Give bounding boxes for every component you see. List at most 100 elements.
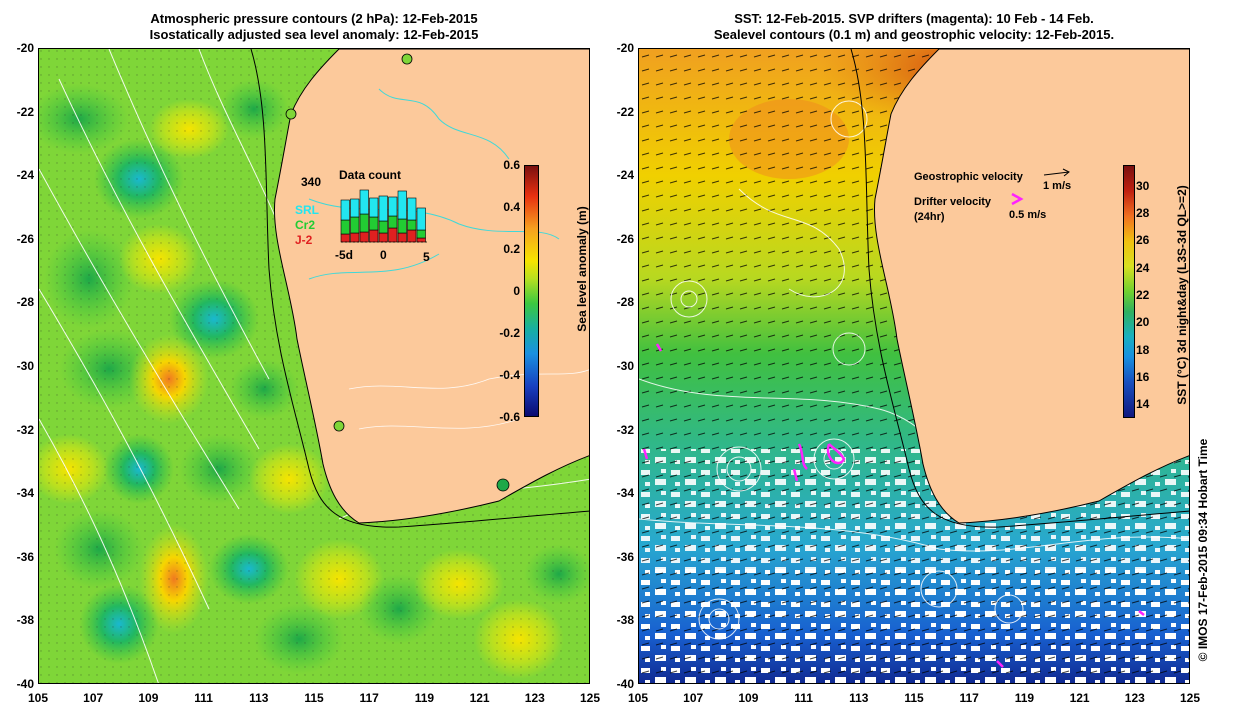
- sla-colorbar-label: Sea level anomaly (m): [575, 206, 589, 332]
- dc-bar-1-Cr2: [350, 216, 360, 234]
- sst-map[interactable]: Geostrophic velocity 1 m/s Drifter veloc…: [638, 48, 1190, 684]
- sealevel-contours: [639, 100, 1189, 640]
- right-lon-tick-9: 123: [1124, 691, 1145, 705]
- sea-level-anomaly-svg: 340 Data count SRL Cr2 J-2 -5d 0 5: [39, 49, 589, 683]
- data-count-inset: 340 Data count SRL Cr2 J-2 -5d 0 5: [295, 168, 430, 264]
- sst-cb-tick-3: 24: [1136, 260, 1150, 275]
- left-lat-tick-4: -28: [16, 295, 34, 310]
- dc-bar-5-Cr2: [388, 215, 398, 229]
- left-lon-tick-3: 111: [194, 691, 213, 705]
- sla-cb-tick-5: -0.4: [499, 368, 520, 382]
- right-lon-tick-5: 115: [904, 691, 924, 705]
- legend-srl: SRL: [295, 203, 319, 217]
- left-lat-tick-7: -34: [16, 486, 34, 501]
- right-lon-tick-1: 107: [683, 691, 704, 705]
- drifter-scale: 0.5 m/s: [1009, 209, 1046, 221]
- dc-bar-2-J-2: [359, 231, 369, 243]
- right-lon-tick-0: 105: [627, 691, 649, 705]
- dc-bar-4-J-2: [378, 232, 388, 243]
- left-title-line2: Isostatically adjusted sea level anomaly…: [149, 27, 479, 42]
- left-lat-tick-3: -26: [16, 231, 34, 246]
- dc-bar-0-SRL: [340, 199, 350, 221]
- dc-bar-4-SRL: [378, 195, 388, 222]
- sla-cb-tick-1: 0.4: [503, 200, 520, 214]
- dc-bar-6-J-2: [397, 232, 407, 243]
- left-lon-tick-10: 125: [579, 691, 601, 705]
- right-lat-tick-8: -36: [616, 549, 634, 564]
- sla-cb-tick-4: -0.2: [499, 326, 520, 340]
- sla-cb-tick-0: 0.6: [503, 158, 520, 172]
- right-lat-tick-3: -26: [616, 231, 634, 246]
- dc-bar-6-SRL: [397, 190, 407, 220]
- left-lon-tick-7: 119: [414, 691, 435, 705]
- dc-tick-5: 5: [423, 250, 430, 264]
- left-lon-tick-2: 109: [138, 691, 159, 705]
- drifter-arrow-icon: [1011, 192, 1024, 206]
- svp-drifter-tracks: [642, 343, 1145, 668]
- dc-bar-7-J-2: [407, 229, 417, 243]
- left-lat-tick-10: -40: [16, 677, 34, 691]
- dc-bar-5-J-2: [388, 227, 398, 243]
- sla-cb-tick-3: 0: [513, 284, 520, 298]
- left-lon-tick-8: 121: [469, 691, 490, 705]
- right-title: SST: 12-Feb-2015. SVP drifters (magenta)…: [638, 11, 1190, 43]
- sst-svg: Geostrophic velocity 1 m/s Drifter veloc…: [639, 49, 1189, 683]
- right-lat-tick-7: -34: [616, 486, 634, 501]
- right-lon-tick-4: 113: [849, 691, 869, 705]
- left-lon-tick-9: 123: [524, 691, 545, 705]
- sst-cb-tick-8: 14: [1136, 397, 1150, 412]
- left-lon-tick-6: 117: [359, 691, 379, 705]
- dc-bar-6-Cr2: [397, 218, 407, 234]
- left-title-line1: Atmospheric pressure contours (2 hPa): 1…: [150, 11, 478, 26]
- sea-level-anomaly-map[interactable]: 340 Data count SRL Cr2 J-2 -5d 0 5: [38, 48, 590, 684]
- drifter-sub: (24hr): [914, 211, 945, 223]
- legend-j2: J-2: [295, 233, 313, 247]
- left-lat-tick-2: -24: [16, 168, 34, 183]
- sla-colorbar: [524, 165, 539, 417]
- left-lon-tick-5: 115: [304, 691, 324, 705]
- dc-bar-3-J-2: [369, 229, 379, 243]
- dc-bar-8-SRL: [416, 207, 426, 231]
- right-lon-tick-8: 121: [1069, 691, 1090, 705]
- sst-colorbar: [1123, 165, 1135, 418]
- right-lat-tick-4: -28: [616, 295, 634, 310]
- left-lon-tick-1: 107: [83, 691, 104, 705]
- left-lat-tick-1: -22: [16, 104, 34, 119]
- right-lat-tick-6: -32: [616, 422, 634, 437]
- sla-cb-tick-6: -0.6: [499, 410, 520, 424]
- left-lat-tick-0: -20: [16, 41, 34, 55]
- left-title: Atmospheric pressure contours (2 hPa): 1…: [38, 11, 590, 43]
- sst-cb-tick-5: 20: [1136, 315, 1150, 330]
- dc-bar-8-Cr2: [416, 229, 426, 239]
- dc-bar-1-J-2: [350, 232, 360, 243]
- right-lon-tick-10: 125: [1179, 691, 1201, 705]
- dc-bar-7-SRL: [407, 197, 417, 221]
- left-lat-tick-9: -38: [16, 613, 34, 628]
- geostrophic-scale: 1 m/s: [1043, 180, 1071, 192]
- right-lat-tick-0: -20: [616, 41, 634, 55]
- right-title-line2: Sealevel contours (0.1 m) and geostrophi…: [713, 27, 1115, 42]
- dc-bar-3-SRL: [369, 197, 379, 218]
- dc-tick-minus5: -5d: [335, 248, 353, 262]
- dc-bar-7-Cr2: [407, 219, 417, 231]
- dc-bar-0-Cr2: [340, 219, 350, 235]
- dc-bar-3-Cr2: [369, 216, 379, 231]
- right-lat-tick-2: -24: [616, 168, 634, 183]
- data-count-title: Data count: [339, 168, 401, 182]
- sla-cb-tick-2: 0.2: [503, 242, 520, 256]
- right-lon-tick-3: 111: [794, 691, 813, 705]
- left-lat-tick-6: -32: [16, 422, 34, 437]
- shelf-isobath: [250, 49, 589, 528]
- sst-cb-tick-0: 30: [1136, 178, 1150, 193]
- right-lon-tick-7: 119: [1014, 691, 1035, 705]
- left-lon-tick-0: 105: [27, 691, 49, 705]
- data-count-max: 340: [301, 175, 321, 189]
- right-lon-tick-2: 109: [738, 691, 759, 705]
- sst-colorbar-label: SST (°C) 3d night&day (L3S-3d QL>=2): [1175, 185, 1189, 405]
- sst-cb-tick-4: 22: [1136, 287, 1150, 302]
- right-lat-tick-9: -38: [616, 613, 634, 628]
- dc-bar-2-SRL: [359, 189, 369, 215]
- left-lat-tick-5: -30: [16, 359, 34, 373]
- right-lat-tick-5: -30: [616, 359, 634, 373]
- dc-bar-4-Cr2: [378, 220, 388, 234]
